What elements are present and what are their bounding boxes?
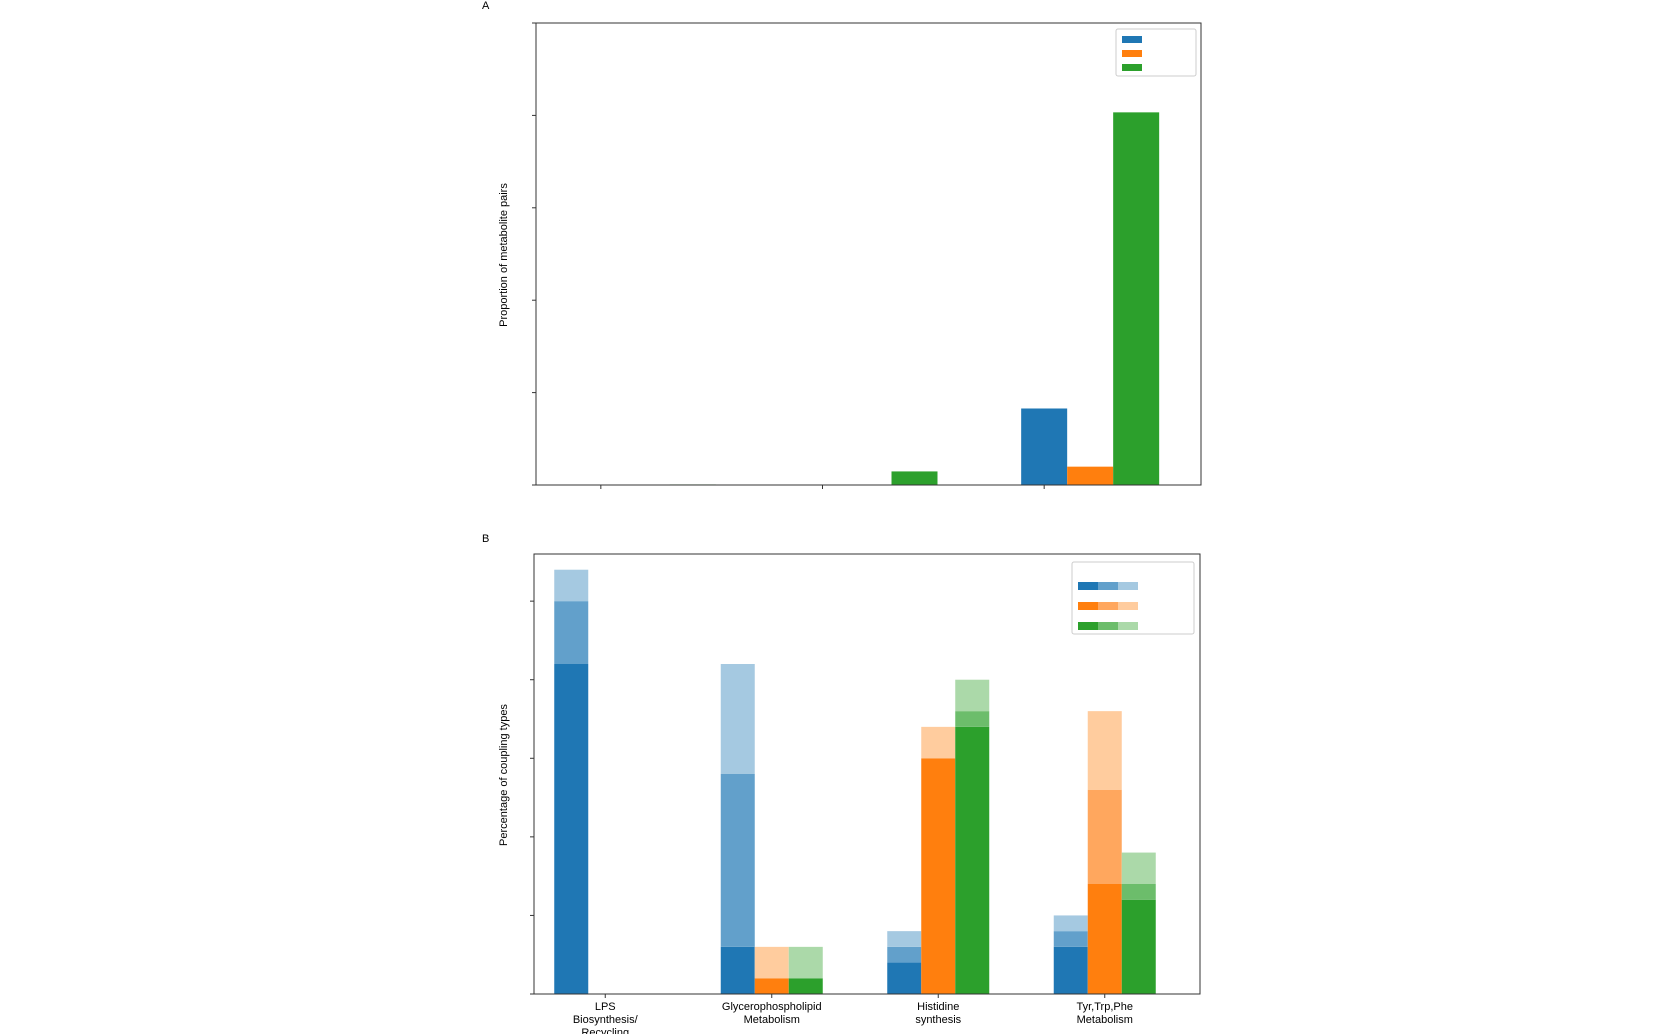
- panel-b-bars: [554, 569, 1156, 994]
- panel-a-y-axis-label: Proportion of metabolite pairs: [498, 183, 510, 327]
- stacked-bar-imm904-fc-histidine-synthesis: [921, 758, 956, 994]
- legend-swatch-iml1515-dc: [1118, 582, 1138, 590]
- panel-a-chart: A Proportion of metabolite pairs: [482, 0, 1202, 489]
- stacked-bar-iml1515-pc-histidine-synthesis: [887, 946, 922, 963]
- panel-b-plot-frame: [533, 553, 1201, 995]
- x-tick-label-tyr-trp-phe-metabolism: Tyr,Trp,Phe Metabolism: [1077, 1001, 1133, 1026]
- x-tick-label-line: Metabolism: [1077, 1014, 1133, 1026]
- stacked-bar-imm904-dc-histidine-synthesis: [921, 726, 956, 759]
- stacked-bar-iml1515-dc-tyr-trp-phe-metabolism: [1053, 915, 1088, 932]
- stacked-bar-iml1515-pc-glycerophospholipid-metabolism: [720, 774, 755, 947]
- stacked-bar-imm904-fc-tyr-trp-phe-metabolism: [1087, 884, 1122, 994]
- stacked-bar-iml1515-fc-histidine-synthesis: [887, 962, 922, 994]
- legend-swatch-imm904-pc: [1098, 602, 1118, 610]
- panel-a-bars: [577, 112, 1160, 485]
- bar-iml1515-directionally-coupled: [1021, 408, 1068, 485]
- legend-swatch-imm904-dc: [1118, 602, 1138, 610]
- stacked-bar-aracore-pc-tyr-trp-phe-metabolism: [1121, 884, 1156, 900]
- x-tick-label-line: synthesis: [915, 1014, 961, 1026]
- legend-swatch-imm904-fc: [1078, 602, 1098, 610]
- stacked-bar-aracore-pc-histidine-synthesis: [955, 711, 990, 727]
- legend-swatch-aracore-fc: [1078, 622, 1098, 630]
- bar-aracore-partially-coupled: [891, 471, 938, 485]
- stacked-bar-iml1515-pc-lps-biosynthesis-recycling: [554, 601, 589, 664]
- stacked-bar-iml1515-fc-lps-biosynthesis-recycling: [554, 664, 589, 994]
- legend-swatch-iml1515-pc: [1098, 582, 1118, 590]
- panel-a-plot-frame: [535, 22, 1202, 486]
- stacked-bar-aracore-dc-glycerophospholipid-metabolism: [788, 946, 823, 979]
- x-tick-label-line: LPS: [595, 1001, 616, 1013]
- stacked-bar-aracore-fc-tyr-trp-phe-metabolism: [1121, 899, 1156, 994]
- x-tick-label-line: Recycling: [581, 1027, 629, 1034]
- stacked-bar-iml1515-pc-tyr-trp-phe-metabolism: [1053, 931, 1088, 947]
- legend-swatch-aracore-dc: [1118, 622, 1138, 630]
- stacked-bar-imm904-dc-glycerophospholipid-metabolism: [754, 946, 789, 979]
- x-tick-label-line: Histidine: [917, 1001, 959, 1013]
- panel-b-y-axis-label: Percentage of coupling types: [498, 704, 510, 846]
- legend-swatch-imm904: [1122, 50, 1142, 57]
- stacked-bar-iml1515-dc-glycerophospholipid-metabolism: [720, 664, 755, 774]
- x-tick-label-glycerophospholipid-metabolism: Glycerophospholipid Metabolism: [722, 1001, 822, 1026]
- x-tick-label-lps-biosynthesis-recycling: LPS Biosynthesis/Recycling: [573, 1001, 639, 1034]
- legend-swatch-iml1515: [1122, 36, 1142, 43]
- stacked-bar-aracore-fc-glycerophospholipid-metabolism: [788, 978, 823, 994]
- stacked-bar-iml1515-fc-glycerophospholipid-metabolism: [720, 946, 755, 994]
- x-tick-label-line: Glycerophospholipid: [722, 1001, 822, 1013]
- legend-swatch-iml1515-fc: [1078, 582, 1098, 590]
- stacked-bar-imm904-fc-glycerophospholipid-metabolism: [754, 978, 789, 994]
- x-tick-label-line: Biosynthesis/: [573, 1014, 639, 1026]
- x-tick-label-histidine-synthesis: Histidine synthesis: [915, 1001, 961, 1026]
- legend-box: [1071, 561, 1195, 635]
- legend-swatch-aracore-pc: [1098, 622, 1118, 630]
- x-tick-label-line: Metabolism: [744, 1014, 800, 1026]
- panel-a-label: A: [482, 0, 490, 12]
- panel-a-y-ticks: [532, 22, 536, 486]
- legend-swatch-aracore: [1122, 64, 1142, 71]
- panel-b-x-ticks: LPS Biosynthesis/Recycling Glycerophosphol…: [573, 994, 1133, 1034]
- panel-a-x-ticks: [600, 485, 1045, 489]
- panel-b-label: B: [482, 533, 489, 545]
- panel-b-chart: B Percentage of coupling types LPS Biosyn…: [482, 533, 1201, 1034]
- stacked-bar-aracore-dc-histidine-synthesis: [955, 679, 990, 712]
- stacked-bar-iml1515-dc-lps-biosynthesis-recycling: [554, 569, 589, 602]
- panel-b-legend: [1071, 561, 1195, 635]
- stacked-bar-aracore-dc-tyr-trp-phe-metabolism: [1121, 852, 1156, 884]
- panel-b-y-ticks: [530, 600, 534, 995]
- stacked-bar-aracore-fc-histidine-synthesis: [955, 726, 990, 994]
- stacked-bar-iml1515-dc-histidine-synthesis: [887, 931, 922, 947]
- bar-imm904-directionally-coupled: [1067, 466, 1114, 485]
- bar-aracore-directionally-coupled: [1113, 112, 1160, 485]
- stacked-bar-iml1515-fc-tyr-trp-phe-metabolism: [1053, 946, 1088, 994]
- stacked-bar-imm904-pc-tyr-trp-phe-metabolism: [1087, 789, 1122, 884]
- stacked-bar-imm904-dc-tyr-trp-phe-metabolism: [1087, 711, 1122, 790]
- panel-a-legend: [1115, 28, 1197, 77]
- x-tick-label-line: Tyr,Trp,Phe: [1077, 1001, 1133, 1013]
